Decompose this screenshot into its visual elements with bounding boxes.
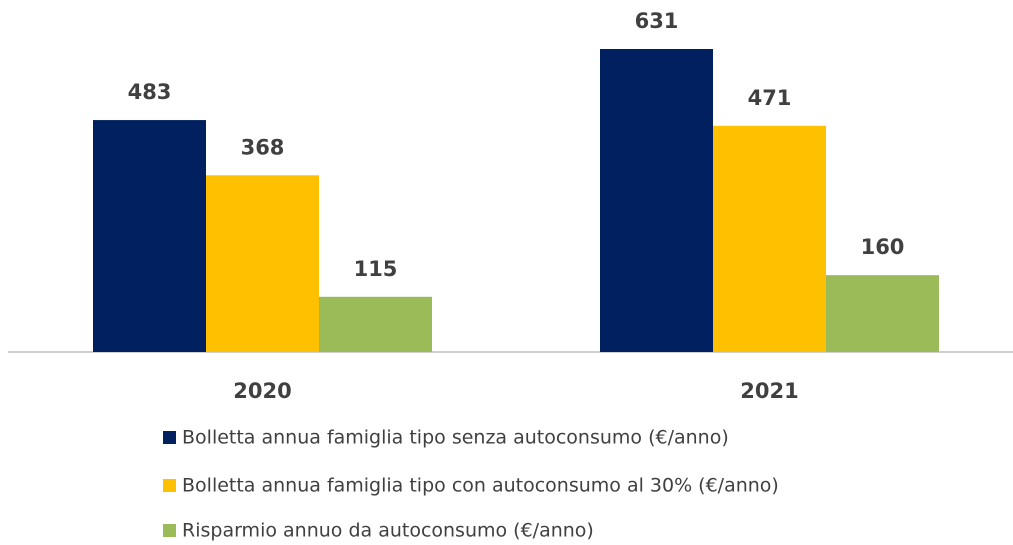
legend-label: Risparmio annuo da autoconsumo (€/anno) [182,520,594,542]
bar [826,275,939,352]
value-label: 471 [748,86,792,110]
x-tick-label: 2021 [740,379,798,403]
bar [713,125,826,352]
legend-swatch [163,431,176,444]
bar [93,120,206,352]
x-tick-label: 2020 [233,379,291,403]
value-label: 483 [128,80,172,104]
legend-swatch [163,524,176,537]
legend-label: Bolletta annua famiglia tipo senza autoc… [182,427,729,449]
value-label: 115 [354,257,398,281]
legend-swatch [163,479,176,492]
bar [600,49,713,352]
bar [319,296,432,352]
value-label: 631 [635,9,679,33]
value-label: 160 [861,235,905,259]
legend-label: Bolletta annua famiglia tipo con autocon… [182,475,779,497]
bar [206,175,319,352]
value-label: 368 [241,135,285,159]
